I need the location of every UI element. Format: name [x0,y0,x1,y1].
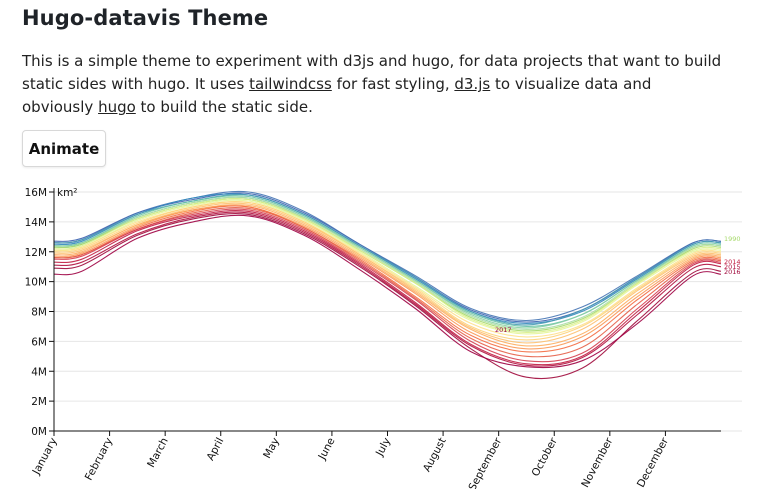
y-tick-label: 6M [31,336,47,348]
intro-text-3: to visualize data and obviously [22,75,652,116]
y-axis: 0M 2M 4M 6M 8M 10M 12M 14M 16M km² [25,187,78,438]
y-tick-label: 4M [31,366,47,378]
series-line [53,201,722,338]
x-tick-label: December [635,435,671,489]
x-tick-label: March [145,436,171,470]
chart-series-lines [53,190,722,380]
series-line [53,198,722,333]
series-line [53,211,722,367]
x-tick-label: April [205,436,227,463]
y-tick-label: 10M [25,277,47,289]
intro-text-1: This is a simple theme to experiment wit… [22,52,722,93]
y-tick-label: 2M [31,396,47,408]
series-line [53,196,722,330]
x-axis: January February March April May June July Augu… [30,430,721,489]
series-line [53,204,722,347]
series-line [53,199,722,335]
y-tick-label: 16M [25,187,47,199]
year-label: 2017 [495,326,512,334]
y-tick-label: 14M [25,217,47,229]
x-tick-label: September [466,435,504,489]
x-tick-label: July [373,436,393,459]
sea-ice-line-chart: 0M 2M 4M 6M 8M 10M 12M 14M 16M km² January Februar… [25,187,742,489]
x-tick-label: January [30,436,60,478]
page-title: Hugo-datavis Theme [22,6,269,30]
series-line [53,208,722,363]
year-label: 2016 [724,268,741,276]
series-line [53,190,722,322]
x-tick-label: August [421,436,449,474]
series-line [53,210,722,366]
hugo-link[interactable]: hugo [98,98,136,116]
x-tick-label: June [316,436,338,463]
intro-text-4: to build the static side. [135,98,313,116]
x-tick-label: October [530,435,561,478]
y-axis-unit-label: km² [57,187,78,199]
year-label: 2015 [724,263,741,271]
intro-text-2: for fast styling, [331,75,455,93]
x-tick-label: November [579,435,616,489]
series-line [53,213,722,380]
y-tick-label: 0M [31,426,47,438]
series-line [53,205,722,353]
d3js-link[interactable]: d3.js [454,75,491,93]
y-tick-label: 8M [31,307,47,319]
series-line [53,205,722,350]
tailwindcss-link[interactable]: tailwindcss [249,75,332,93]
x-tick-label: February [83,436,115,483]
series-line [53,214,722,369]
year-label: 1990 [724,235,741,243]
y-tick-label: 12M [25,247,47,259]
animate-button[interactable]: Animate [22,130,106,167]
intro-paragraph: This is a simple theme to experiment wit… [22,50,722,119]
series-line [53,201,722,341]
year-label: 2014 [724,258,741,266]
series-line [53,193,722,326]
x-tick-label: May [261,436,282,461]
